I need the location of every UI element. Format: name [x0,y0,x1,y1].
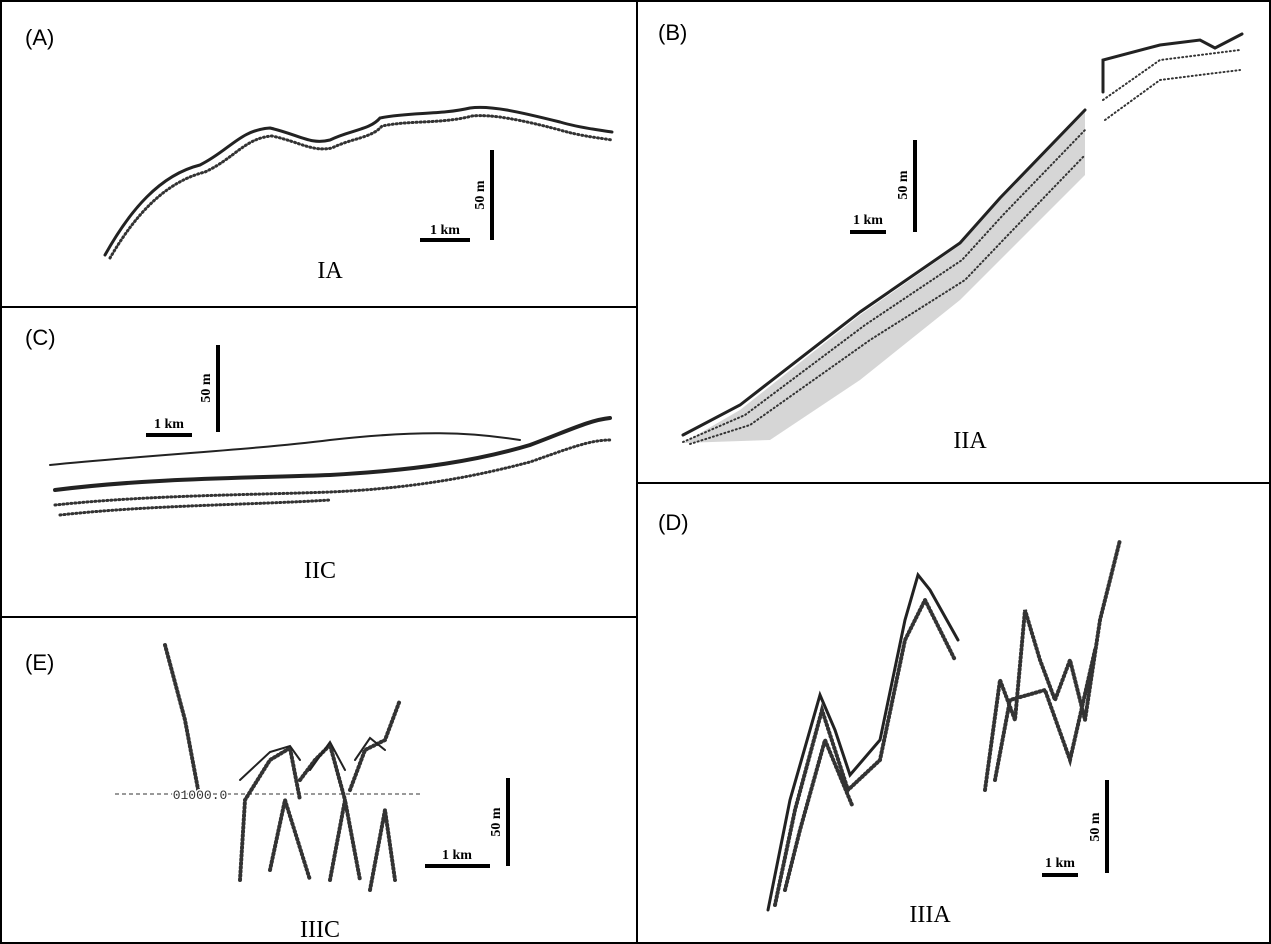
panel-a: (A) 1 km 50 m IA [25,25,612,284]
panel-label: (E) [25,650,54,675]
profile-scatter [55,440,610,515]
profile-scatter [985,540,1120,790]
caption: IIIA [909,902,951,928]
profile [768,575,958,910]
panel-label: (D) [658,510,689,535]
scale-label: 50 m [1088,812,1103,842]
profile [1103,34,1242,92]
profile-fill [683,112,1085,443]
scale-label: 1 km [442,848,472,863]
scale-label: 50 m [473,180,488,210]
caption: IIIC [300,917,340,943]
figure: (A) 1 km 50 m IA (B) 1 km 50 m IIA (C) 1… [0,0,1271,944]
profile-scatter [110,116,612,258]
panel-label: (B) [658,20,687,45]
profile-scatter [165,645,400,890]
profile [55,418,610,490]
panel-d: (D) 1 km 50 m IIIA [658,510,1120,928]
depth-marker: 01000.0 [173,788,228,803]
panel-label: (A) [25,25,54,50]
panel-c: (C) 1 km 50 m IIC [25,325,610,584]
scale-label: 50 m [896,170,911,200]
scale-label: 1 km [1045,856,1075,871]
panel-label: (C) [25,325,56,350]
caption: IIA [953,428,987,454]
scale-label: 1 km [430,223,460,238]
scale-label: 50 m [199,373,214,403]
profile [50,433,520,465]
scale-label: 1 km [853,213,883,228]
panel-e: (E) 01000.0 1 km 50 m IIIC [25,645,508,943]
profile-scatter [775,600,955,905]
profile [683,110,1085,435]
profile-scatter [1103,50,1240,120]
scale-label: 1 km [154,417,184,432]
panel-b: (B) 1 km 50 m IIA [658,20,1242,454]
scale-label: 50 m [489,807,504,837]
caption: IA [317,258,343,284]
caption: IIC [304,558,336,584]
